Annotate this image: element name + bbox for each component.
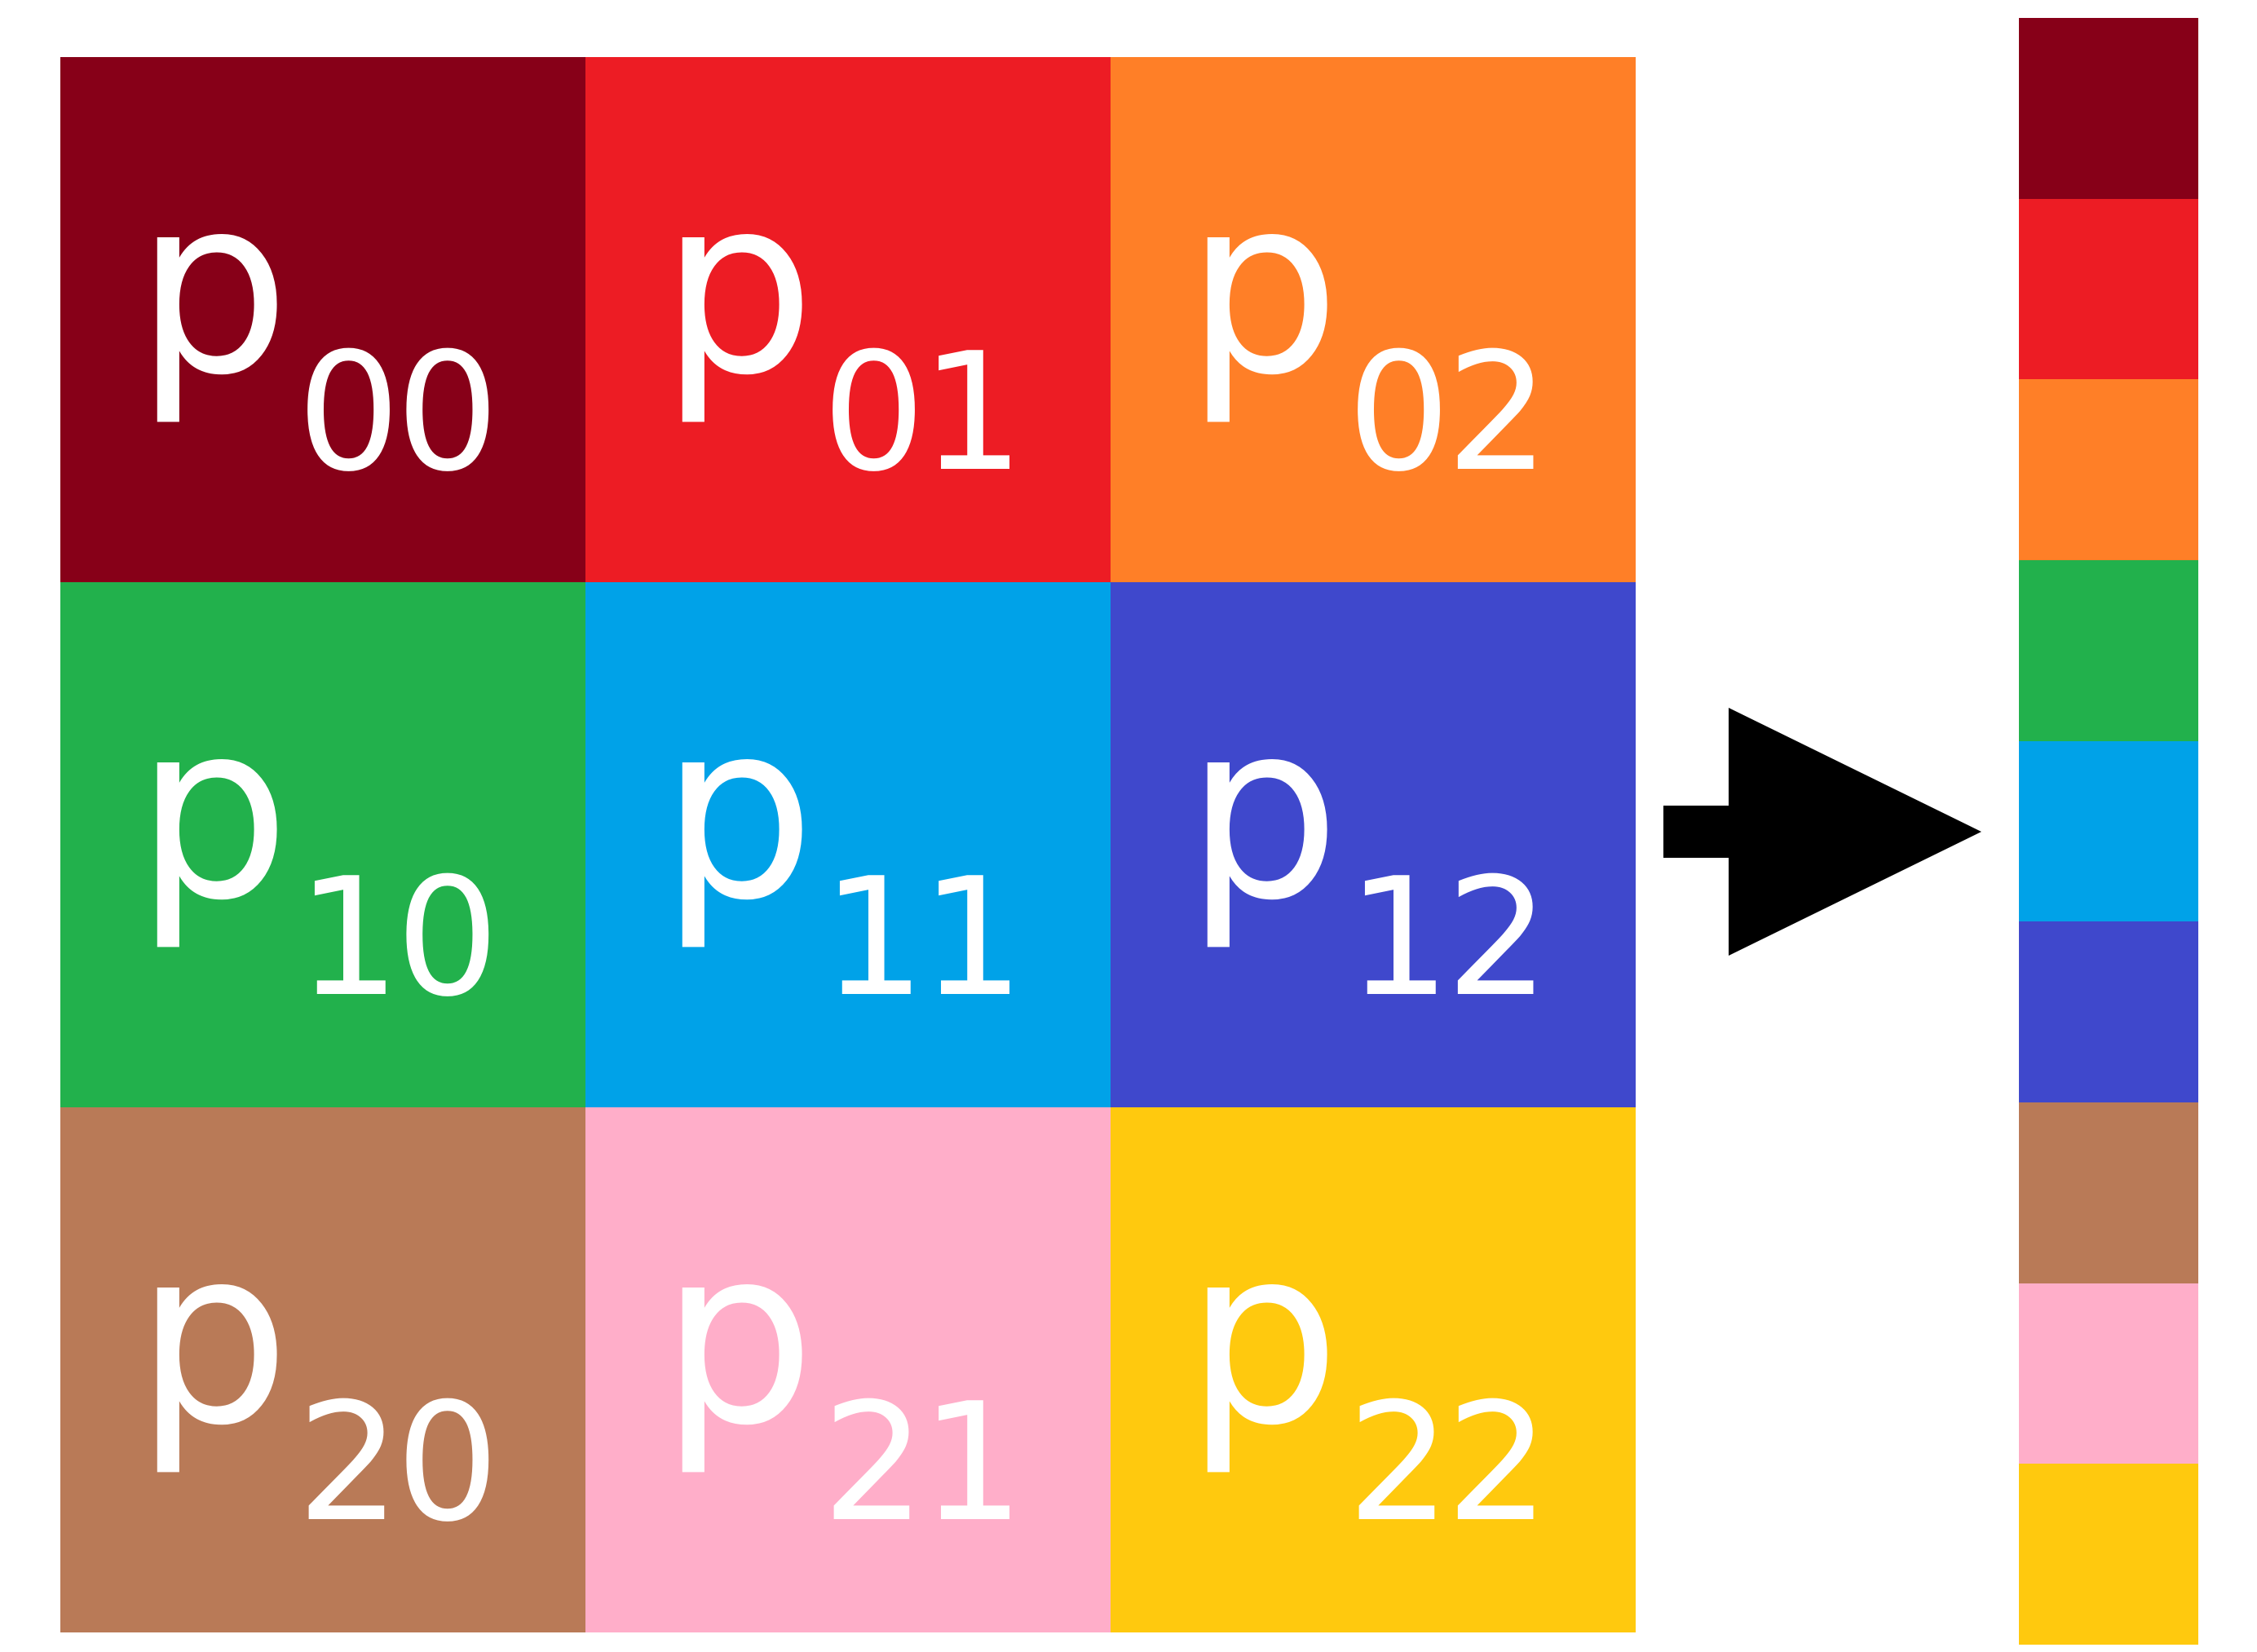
- flattened-column: [2019, 18, 2198, 1645]
- cell-label: p20: [135, 1195, 500, 1558]
- column-strip-p21: [2019, 1283, 2198, 1464]
- cell-p00: p00: [60, 57, 585, 582]
- column-strip-p01: [2019, 198, 2198, 380]
- cell-subscript: 10: [296, 843, 499, 1033]
- cell-p01: p01: [585, 57, 1111, 582]
- column-strip-p02: [2019, 379, 2198, 561]
- cell-label: p22: [1185, 1195, 1550, 1558]
- pixel-grid: p00 p01 p02 p10 p11 p12 p20 p21 p22: [60, 57, 1636, 1632]
- cell-p21: p21: [585, 1107, 1111, 1632]
- cell-label: p10: [135, 669, 500, 1033]
- cell-p12: p12: [1111, 582, 1636, 1107]
- column-strip-p22: [2019, 1464, 2198, 1645]
- cell-subscript: 00: [296, 318, 499, 508]
- cell-p10: p10: [60, 582, 585, 1107]
- cell-p22: p22: [1111, 1107, 1636, 1632]
- arrow-shape: [1663, 708, 1981, 956]
- cell-label: p21: [660, 1195, 1025, 1558]
- cell-label: p12: [1185, 669, 1550, 1033]
- column-strip-p11: [2019, 740, 2198, 922]
- column-strip-p20: [2019, 1102, 2198, 1283]
- column-strip-p10: [2019, 560, 2198, 741]
- column-strip-p12: [2019, 921, 2198, 1103]
- cell-subscript: 20: [296, 1368, 499, 1558]
- right-arrow-icon: [1663, 708, 1981, 956]
- cell-p20: p20: [60, 1107, 585, 1632]
- cell-subscript: 11: [821, 843, 1024, 1033]
- cell-label: p02: [1185, 144, 1550, 508]
- cell-p11: p11: [585, 582, 1111, 1107]
- cell-label: p11: [660, 669, 1025, 1033]
- cell-subscript: 02: [1346, 318, 1549, 508]
- cell-subscript: 12: [1346, 843, 1549, 1033]
- cell-label: p01: [660, 144, 1025, 508]
- cell-subscript: 01: [821, 318, 1024, 508]
- column-strip-p00: [2019, 18, 2198, 199]
- cell-subscript: 21: [821, 1368, 1024, 1558]
- cell-p02: p02: [1111, 57, 1636, 582]
- cell-label: p00: [135, 144, 500, 508]
- cell-subscript: 22: [1346, 1368, 1549, 1558]
